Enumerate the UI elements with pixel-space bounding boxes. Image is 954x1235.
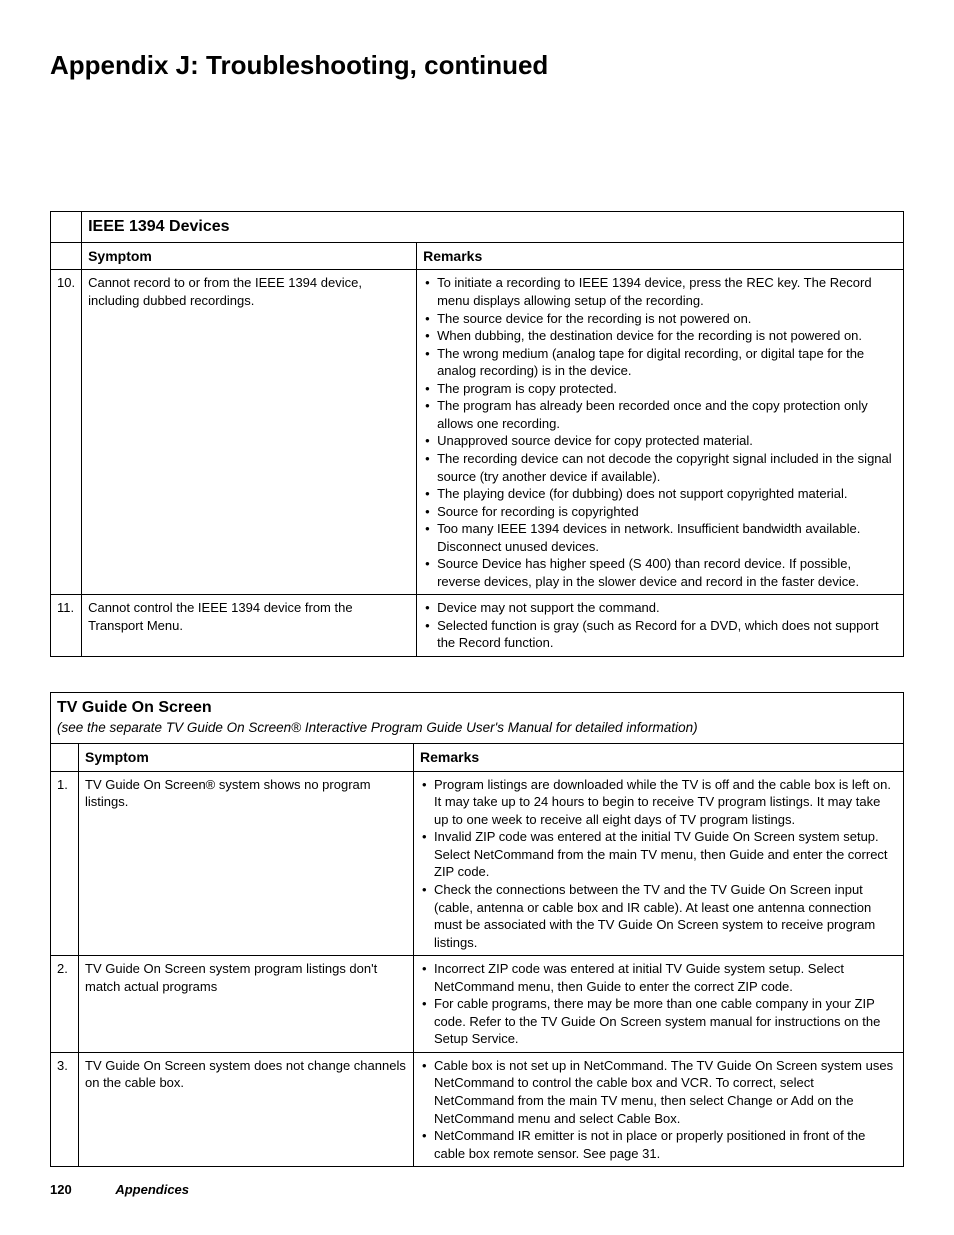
list-item: Selected function is gray (such as Recor…: [423, 617, 897, 652]
list-item: Program listings are downloaded while th…: [420, 776, 897, 829]
list-item: Check the connections between the TV and…: [420, 881, 897, 951]
blank-cell: [51, 212, 82, 243]
list-item: For cable programs, there may be more th…: [420, 995, 897, 1048]
symptom-cell: TV Guide On Screen system does not chang…: [79, 1052, 414, 1166]
remarks-list: Cable box is not set up in NetCommand. T…: [420, 1057, 897, 1162]
row-number: 10.: [51, 270, 82, 595]
blank-cell: [51, 242, 82, 270]
section-title-row: TV Guide On Screen (see the separate TV …: [51, 692, 904, 743]
tv-guide-table: TV Guide On Screen (see the separate TV …: [50, 692, 904, 1167]
table1-body: 10.Cannot record to or from the IEEE 139…: [51, 270, 904, 656]
list-item: The wrong medium (analog tape for digita…: [423, 345, 897, 380]
symptom-cell: TV Guide On Screen® system shows no prog…: [79, 771, 414, 955]
ieee-1394-table: IEEE 1394 Devices Symptom Remarks 10.Can…: [50, 211, 904, 657]
row-number: 11.: [51, 595, 82, 657]
list-item: When dubbing, the destination device for…: [423, 327, 897, 345]
list-item: NetCommand IR emitter is not in place or…: [420, 1127, 897, 1162]
table2-body: 1.TV Guide On Screen® system shows no pr…: [51, 771, 904, 1166]
row-number: 2.: [51, 956, 79, 1053]
page-title: Appendix J: Troubleshooting, continued: [50, 50, 904, 81]
section-title: TV Guide On Screen: [57, 699, 212, 716]
symptom-cell: Cannot control the IEEE 1394 device from…: [82, 595, 417, 657]
table-row: 1.TV Guide On Screen® system shows no pr…: [51, 771, 904, 955]
remarks-cell: Program listings are downloaded while th…: [414, 771, 904, 955]
remarks-cell: Cable box is not set up in NetCommand. T…: [414, 1052, 904, 1166]
list-item: Incorrect ZIP code was entered at initia…: [420, 960, 897, 995]
symptom-cell: TV Guide On Screen system program listin…: [79, 956, 414, 1053]
row-number: 1.: [51, 771, 79, 955]
column-header-remarks: Remarks: [417, 242, 904, 270]
remarks-cell: Incorrect ZIP code was entered at initia…: [414, 956, 904, 1053]
remarks-list: Program listings are downloaded while th…: [420, 776, 897, 951]
remarks-cell: Device may not support the command.Selec…: [417, 595, 904, 657]
section-title: IEEE 1394 Devices: [82, 212, 417, 243]
blank-cell: [417, 212, 904, 243]
remarks-cell: To initiate a recording to IEEE 1394 dev…: [417, 270, 904, 595]
list-item: Too many IEEE 1394 devices in network. I…: [423, 520, 897, 555]
list-item: The source device for the recording is n…: [423, 310, 897, 328]
table-row: 2.TV Guide On Screen system program list…: [51, 956, 904, 1053]
column-header-symptom: Symptom: [79, 743, 414, 771]
list-item: The recording device can not decode the …: [423, 450, 897, 485]
list-item: Source Device has higher speed (S 400) t…: [423, 555, 897, 590]
column-header-remarks: Remarks: [414, 743, 904, 771]
list-item: The program is copy protected.: [423, 380, 897, 398]
remarks-list: Device may not support the command.Selec…: [423, 599, 897, 652]
page-footer: 120 Appendices: [50, 1182, 189, 1197]
list-item: The program has already been recorded on…: [423, 397, 897, 432]
column-header-symptom: Symptom: [82, 242, 417, 270]
remarks-list: Incorrect ZIP code was entered at initia…: [420, 960, 897, 1048]
table-row: 10.Cannot record to or from the IEEE 139…: [51, 270, 904, 595]
blank-cell: [51, 743, 79, 771]
list-item: Unapproved source device for copy protec…: [423, 432, 897, 450]
table-row: 3.TV Guide On Screen system does not cha…: [51, 1052, 904, 1166]
row-number: 3.: [51, 1052, 79, 1166]
section-subtitle: (see the separate TV Guide On Screen® In…: [57, 720, 698, 735]
footer-section: Appendices: [115, 1182, 189, 1197]
remarks-list: To initiate a recording to IEEE 1394 dev…: [423, 274, 897, 590]
list-item: Invalid ZIP code was entered at the init…: [420, 828, 897, 881]
list-item: Cable box is not set up in NetCommand. T…: [420, 1057, 897, 1127]
symptom-cell: Cannot record to or from the IEEE 1394 d…: [82, 270, 417, 595]
page-number: 120: [50, 1182, 72, 1197]
list-item: Device may not support the command.: [423, 599, 897, 617]
list-item: To initiate a recording to IEEE 1394 dev…: [423, 274, 897, 309]
list-item: The playing device (for dubbing) does no…: [423, 485, 897, 503]
list-item: Source for recording is copyrighted: [423, 503, 897, 521]
table-row: 11.Cannot control the IEEE 1394 device f…: [51, 595, 904, 657]
